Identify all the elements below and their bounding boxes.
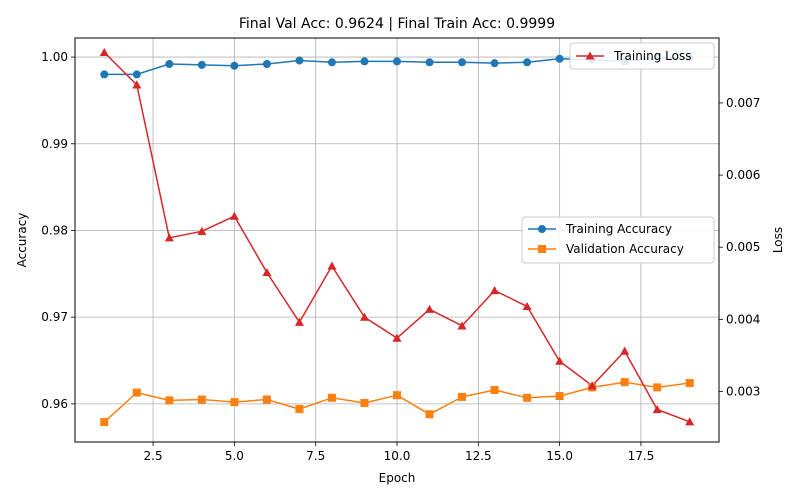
- point-validation-accuracy: [132, 388, 141, 397]
- legend-loss-label: Training Loss: [613, 49, 691, 63]
- point-training-accuracy: [230, 61, 239, 70]
- point-training-accuracy: [327, 58, 336, 67]
- point-validation-accuracy: [165, 396, 174, 405]
- y-left-tick-label: 0.97: [41, 310, 68, 324]
- point-training-loss: [99, 47, 109, 57]
- point-validation-accuracy: [197, 395, 206, 404]
- point-validation-accuracy: [685, 379, 694, 388]
- point-training-loss: [555, 356, 565, 365]
- x-axis-label: Epoch: [379, 471, 416, 485]
- point-training-loss: [229, 211, 239, 220]
- point-training-accuracy: [360, 57, 369, 66]
- legend-accuracy: Training Accuracy Validation Accuracy: [521, 216, 715, 264]
- point-training-loss: [132, 80, 142, 89]
- point-training-accuracy: [262, 60, 271, 69]
- point-training-loss: [392, 333, 402, 342]
- x-tick-label: 17.5: [628, 449, 655, 463]
- x-tick-label: 12.5: [465, 449, 492, 463]
- point-training-loss: [327, 261, 337, 270]
- point-validation-accuracy: [100, 418, 109, 427]
- y-right-tick-label: 0.003: [726, 385, 760, 399]
- point-training-accuracy: [197, 60, 206, 69]
- point-training-accuracy: [555, 54, 564, 63]
- legend-train-acc-label: Training Accuracy: [565, 222, 672, 236]
- point-validation-accuracy: [295, 405, 304, 414]
- point-validation-accuracy: [653, 383, 662, 392]
- y-right-tick-label: 0.006: [726, 168, 760, 182]
- point-training-loss: [620, 346, 630, 355]
- x-tick-label: 10.0: [384, 449, 411, 463]
- point-validation-accuracy: [458, 392, 467, 401]
- point-validation-accuracy: [393, 391, 401, 400]
- point-validation-accuracy: [230, 398, 239, 407]
- legend-val-acc-label: Validation Accuracy: [566, 242, 684, 256]
- legend-loss-marker: [585, 51, 595, 60]
- point-training-loss: [262, 267, 272, 277]
- point-training-loss: [522, 301, 532, 310]
- y-left-tick-label: 0.98: [41, 223, 68, 237]
- point-validation-accuracy: [425, 410, 434, 419]
- point-training-accuracy: [393, 57, 401, 66]
- y-left-tick-label: 1.00: [41, 50, 68, 64]
- legend-loss-box: [569, 42, 715, 70]
- point-validation-accuracy: [490, 385, 499, 394]
- y-left-axis-label: Accuracy: [15, 213, 29, 268]
- x-tick-label: 5.0: [225, 449, 244, 463]
- y-left-tick-label: 0.99: [41, 137, 68, 151]
- point-training-loss: [490, 286, 500, 295]
- point-training-loss: [457, 321, 467, 330]
- legend-accuracy-box: [521, 216, 715, 264]
- point-training-loss: [359, 312, 369, 321]
- y-right-axis-ticks: 0.003 0.004 0.005 0.006 0.007: [719, 96, 760, 399]
- point-training-loss: [425, 304, 435, 313]
- point-training-loss: [294, 317, 304, 326]
- point-validation-accuracy: [327, 393, 336, 402]
- point-training-accuracy: [523, 58, 532, 67]
- point-validation-accuracy: [523, 393, 532, 402]
- point-training-accuracy: [132, 70, 141, 79]
- point-validation-accuracy: [555, 392, 564, 401]
- point-training-accuracy: [100, 70, 109, 79]
- y-right-tick-label: 0.007: [726, 96, 760, 110]
- y-right-axis-label: Loss: [771, 227, 785, 253]
- point-training-loss: [164, 233, 174, 242]
- legend-val-acc-marker: [538, 245, 546, 253]
- y-right-tick-label: 0.004: [726, 312, 760, 326]
- point-training-accuracy: [295, 56, 304, 65]
- point-training-loss: [652, 405, 662, 414]
- y-right-tick-label: 0.005: [726, 240, 760, 254]
- point-training-loss: [685, 417, 695, 426]
- x-axis-ticks: 2.5 5.0 7.5 10.0 12.5 15.0 17.5: [144, 442, 655, 463]
- point-training-accuracy: [458, 58, 467, 67]
- x-tick-label: 2.5: [144, 449, 163, 463]
- y-left-axis-ticks: 0.96 0.97 0.98 0.99 1.00: [41, 50, 75, 411]
- point-training-accuracy: [165, 60, 174, 69]
- point-validation-accuracy: [620, 378, 629, 387]
- point-training-accuracy: [490, 59, 499, 68]
- legend-loss: Training Loss: [569, 42, 715, 70]
- legend-train-acc-marker: [538, 225, 546, 233]
- point-validation-accuracy: [262, 395, 271, 404]
- point-training-loss: [587, 381, 597, 390]
- x-tick-label: 15.0: [546, 449, 573, 463]
- x-tick-label: 7.5: [306, 449, 325, 463]
- chart-title: Final Val Acc: 0.9624 | Final Train Acc:…: [239, 16, 555, 32]
- point-validation-accuracy: [360, 398, 369, 407]
- point-training-loss: [197, 226, 207, 235]
- point-training-accuracy: [425, 58, 434, 67]
- y-left-tick-label: 0.96: [41, 397, 68, 411]
